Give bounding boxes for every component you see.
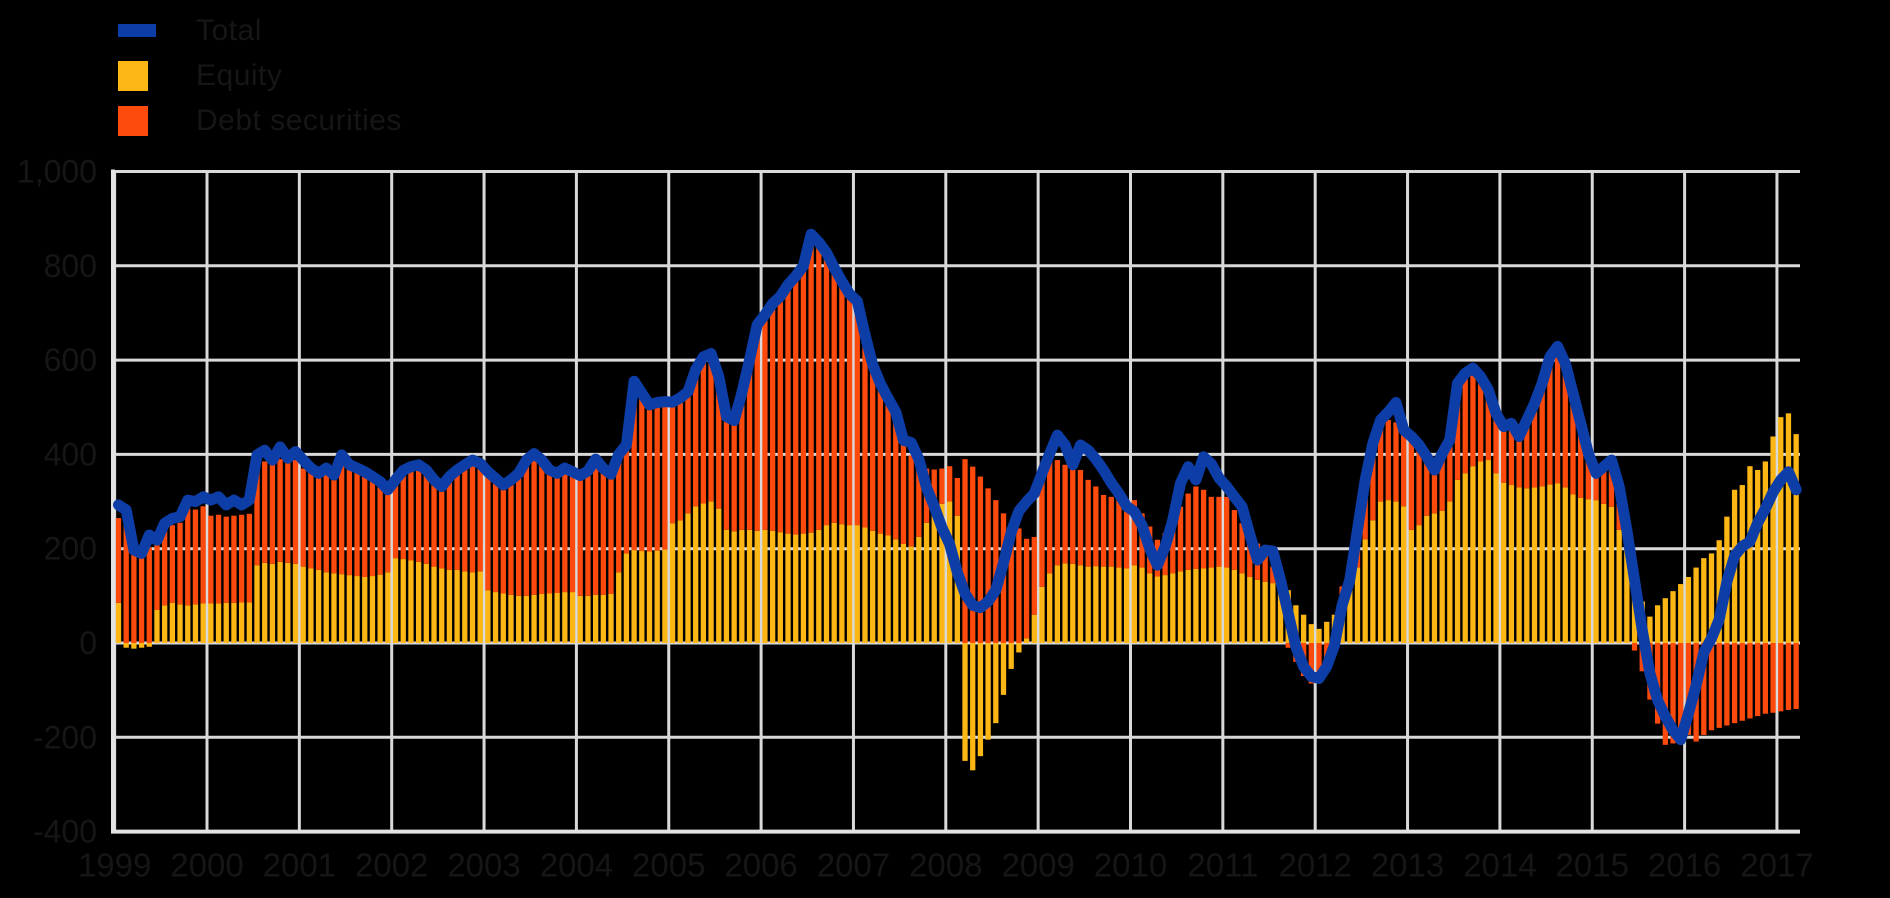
svg-text:2009: 2009	[1001, 847, 1074, 884]
svg-text:200: 200	[44, 531, 97, 567]
legend-label-total: Total	[196, 13, 262, 47]
svg-text:2006: 2006	[724, 847, 797, 884]
svg-text:2010: 2010	[1094, 847, 1167, 884]
svg-text:2000: 2000	[170, 847, 243, 884]
svg-text:2002: 2002	[355, 847, 428, 884]
equity-swatch-icon	[118, 60, 148, 91]
svg-text:0: 0	[79, 625, 97, 661]
svg-text:2013: 2013	[1371, 847, 1444, 884]
svg-text:2003: 2003	[447, 847, 520, 884]
svg-text:2014: 2014	[1463, 847, 1536, 884]
svg-text:-400: -400	[33, 814, 97, 850]
svg-text:2004: 2004	[540, 847, 613, 884]
svg-text:1999: 1999	[78, 847, 151, 884]
svg-text:2005: 2005	[632, 847, 705, 884]
svg-text:600: 600	[44, 342, 97, 378]
svg-text:2008: 2008	[909, 847, 982, 884]
total-line-swatch-icon	[118, 24, 156, 37]
legend-label-equity: Equity	[196, 58, 283, 92]
legend-label-debt-securities: Debt securities	[196, 103, 402, 137]
legend-item-total: Total	[118, 8, 402, 53]
debt-securities-swatch-icon	[118, 105, 148, 136]
svg-text:800: 800	[44, 248, 97, 284]
svg-text:2001: 2001	[263, 847, 336, 884]
svg-text:2015: 2015	[1556, 847, 1629, 884]
legend: Total Equity Debt securities	[118, 8, 402, 143]
svg-text:2011: 2011	[1187, 847, 1258, 884]
svg-text:2017: 2017	[1740, 847, 1813, 884]
svg-text:2016: 2016	[1648, 847, 1721, 884]
legend-item-debt-securities: Debt securities	[118, 98, 402, 143]
legend-item-equity: Equity	[118, 53, 402, 98]
svg-text:1,000: 1,000	[17, 154, 97, 190]
svg-text:400: 400	[44, 436, 97, 472]
svg-text:2007: 2007	[817, 847, 890, 884]
svg-text:2012: 2012	[1278, 847, 1351, 884]
svg-text:-200: -200	[33, 719, 97, 755]
